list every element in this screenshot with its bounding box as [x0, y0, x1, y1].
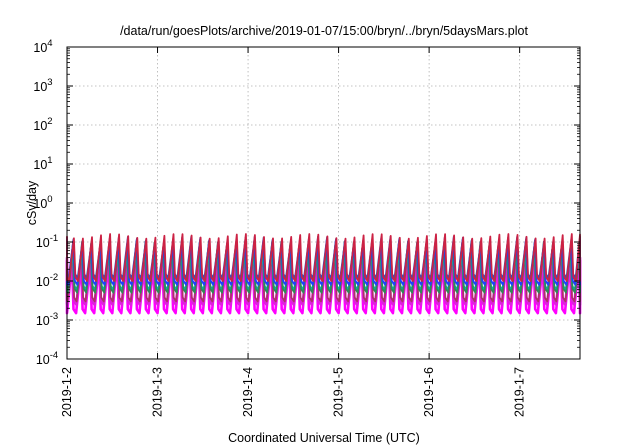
y-tick-label: 10-3: [36, 311, 58, 328]
x-tick-label: 2019-1-4: [241, 367, 255, 417]
x-tick-label: 2019-1-5: [332, 367, 346, 417]
x-tick-label: 2019-1-6: [422, 367, 436, 417]
y-tick-label: 100: [33, 194, 52, 211]
y-tick-label: 10-2: [36, 272, 58, 289]
y-tick-label: 103: [33, 77, 52, 94]
series-line: [66, 233, 581, 282]
y-tick-label: 102: [33, 116, 52, 133]
y-tick-label: 104: [33, 38, 52, 55]
y-axis-label: cSv/day: [25, 180, 39, 225]
y-tick-label: 10-4: [36, 350, 58, 367]
x-tick-label: 2019-1-2: [60, 367, 74, 417]
y-tick-label: 101: [33, 155, 52, 172]
x-tick-label: 2019-1-3: [151, 367, 165, 417]
x-tick-label: 2019-1-7: [513, 367, 527, 417]
axis-layer: 10-4 10-3 10-2 10-1 100 101 102 103 104 2019-1-2 2…: [33, 38, 580, 417]
series-layer: [65, 233, 582, 315]
x-axis-label: Coordinated Universal Time (UTC): [228, 431, 420, 445]
grid-lines: [67, 47, 580, 359]
y-tick-label: 10-1: [36, 233, 58, 250]
chart-title: /data/run/goesPlots/archive/2019-01-07/1…: [120, 24, 528, 38]
